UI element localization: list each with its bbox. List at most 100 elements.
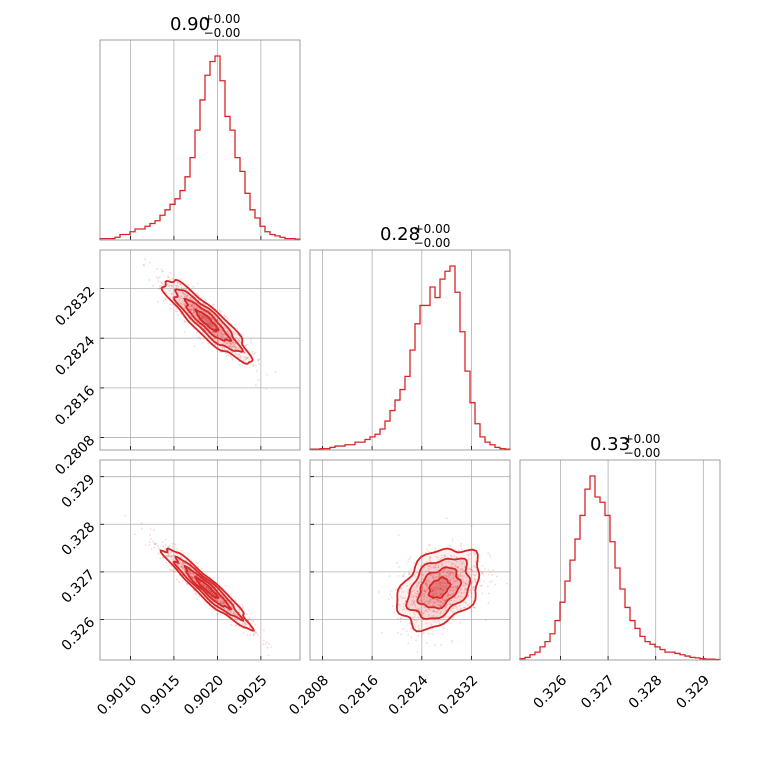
sample-point — [204, 303, 207, 306]
sample-point — [202, 327, 205, 330]
sample-point — [212, 331, 215, 334]
sample-point — [405, 630, 408, 633]
sample-point — [198, 595, 201, 598]
sample-point — [208, 321, 210, 324]
sample-point — [250, 342, 253, 344]
sample-point — [474, 581, 477, 584]
sample-point — [181, 290, 184, 293]
sample-point — [169, 307, 172, 310]
sample-point — [185, 287, 188, 290]
sample-point — [408, 558, 411, 561]
sample-point — [221, 335, 224, 338]
sample-point — [182, 566, 185, 569]
sample-point — [266, 646, 269, 649]
sample-point — [190, 298, 193, 301]
sample-point — [440, 557, 442, 560]
sample-point — [188, 305, 191, 308]
sample-point — [205, 587, 208, 590]
sample-point — [203, 584, 205, 587]
sample-point — [195, 580, 197, 583]
sample-point — [461, 592, 463, 595]
sample-point — [183, 319, 186, 322]
sample-point — [415, 619, 418, 622]
sample-point — [192, 574, 195, 577]
sample-point — [205, 586, 208, 589]
sample-point — [183, 304, 186, 306]
sample-point — [189, 308, 192, 311]
sample-point — [451, 586, 454, 588]
sample-point — [229, 356, 232, 358]
sample-point — [183, 303, 185, 305]
sample-point — [183, 331, 186, 334]
sample-point — [216, 341, 219, 343]
sample-point — [249, 612, 252, 615]
sample-point — [228, 341, 231, 344]
sample-point — [160, 281, 163, 283]
sample-point — [430, 587, 432, 589]
sample-point — [438, 599, 440, 602]
sample-point — [190, 305, 193, 308]
sample-point — [444, 615, 447, 618]
sample-point — [178, 562, 181, 565]
sample-point — [180, 302, 182, 305]
sample-point — [202, 317, 205, 319]
sample-point — [449, 579, 452, 582]
sample-point — [204, 316, 207, 319]
sample-point — [487, 573, 490, 576]
panel-frame-0-1 — [99, 249, 301, 451]
x-tick-label-2-1: 0.327 — [578, 672, 618, 712]
sample-point — [192, 285, 195, 288]
sample-point — [205, 318, 207, 320]
sample-point — [184, 294, 187, 296]
sample-point — [245, 356, 248, 359]
sample-point — [239, 356, 242, 359]
sample-point — [161, 270, 164, 273]
sample-point — [244, 344, 247, 347]
sample-point — [233, 343, 236, 346]
sample-point — [459, 560, 462, 563]
sample-point — [238, 340, 241, 343]
sample-point — [196, 331, 198, 334]
panel-frame-0-0 — [99, 39, 301, 241]
sample-point — [216, 334, 219, 336]
sample-point — [429, 556, 431, 559]
sample-point — [453, 580, 456, 583]
sample-point — [263, 629, 265, 632]
sample-point — [206, 320, 209, 323]
sample-point — [415, 586, 418, 589]
title-err-plus-1: +0.00 — [414, 222, 451, 236]
sample-point — [207, 342, 210, 345]
sample-point — [417, 616, 420, 619]
sample-point — [442, 603, 445, 605]
sample-point — [495, 575, 498, 578]
sample-point — [201, 341, 204, 344]
sample-point — [460, 562, 463, 565]
sample-point — [241, 364, 244, 367]
sample-point — [473, 578, 476, 581]
sample-point — [442, 570, 445, 573]
sample-point — [427, 544, 430, 547]
sample-point — [189, 571, 191, 574]
sample-point — [257, 633, 259, 636]
sample-point — [465, 580, 468, 583]
sample-point — [451, 611, 454, 614]
sample-point — [229, 334, 232, 337]
sample-point — [193, 310, 196, 313]
sample-point — [192, 312, 195, 314]
sample-point — [205, 585, 208, 588]
sample-point — [208, 323, 211, 326]
sample-point — [168, 276, 170, 279]
sample-point — [427, 550, 430, 553]
sample-point — [219, 599, 222, 601]
sample-point — [152, 284, 154, 287]
sample-point — [413, 603, 416, 606]
sample-point — [452, 616, 455, 619]
sample-point — [227, 354, 230, 357]
sample-point — [252, 364, 255, 367]
sample-point — [408, 571, 411, 574]
sample-point — [210, 591, 213, 594]
sample-point — [432, 586, 435, 588]
sample-point — [217, 346, 220, 348]
sample-point — [150, 538, 152, 540]
sample-point — [254, 632, 257, 635]
